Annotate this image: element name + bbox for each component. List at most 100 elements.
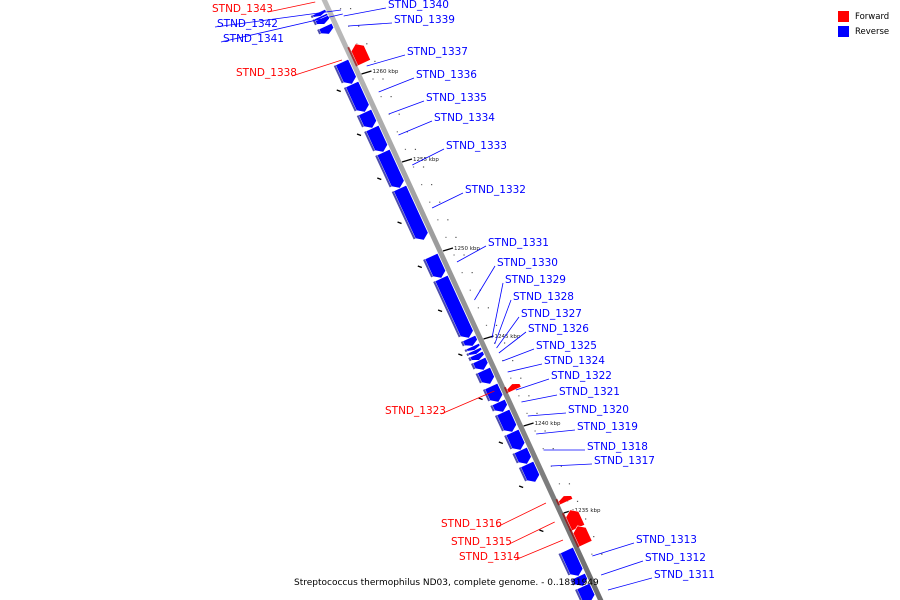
gene-label[interactable]: STND_1315	[451, 536, 512, 548]
scale-dot	[534, 430, 536, 432]
gene-label[interactable]: STND_1334	[434, 112, 495, 124]
gene-label[interactable]: STND_1326	[528, 323, 589, 335]
gene-label[interactable]: STND_1325	[536, 340, 597, 352]
gene-label[interactable]: STND_1320	[568, 404, 629, 416]
gene-arrow[interactable]	[424, 252, 448, 281]
gene-label[interactable]: STND_1327	[521, 308, 582, 320]
gene-arrow-shadow	[575, 589, 583, 600]
gene-label[interactable]: STND_1316	[441, 518, 502, 530]
gene-arrow[interactable]	[462, 334, 479, 349]
gene-arrow[interactable]	[571, 523, 593, 548]
gene-label[interactable]: STND_1332	[465, 184, 526, 196]
scale-dot	[591, 553, 593, 555]
gene-label[interactable]: STND_1321	[559, 386, 620, 398]
gene-arrow[interactable]	[559, 546, 585, 579]
scale-tick	[401, 158, 413, 163]
gene-arrow[interactable]	[365, 124, 390, 155]
scale-mark	[539, 529, 544, 533]
scale-dot	[593, 536, 595, 538]
gene-label[interactable]: STND_1343	[212, 3, 273, 15]
scale-dot	[469, 289, 471, 291]
scale-mark	[417, 265, 423, 269]
scale-dot	[471, 272, 473, 274]
gene-arrow[interactable]	[434, 274, 475, 341]
gene-arrow[interactable]	[484, 382, 505, 405]
gene-arrow-shadow	[470, 363, 476, 370]
scale-tick-label: 1250 kbp	[454, 246, 480, 252]
gene-arrow[interactable]	[576, 582, 597, 600]
gene-arrow[interactable]	[393, 184, 431, 243]
scale-mark	[498, 441, 504, 445]
gene-arrow[interactable]	[376, 148, 406, 191]
gene-label[interactable]: STND_1330	[497, 257, 558, 269]
gene-label[interactable]: STND_1336	[416, 69, 477, 81]
gene-label[interactable]: STND_1324	[544, 355, 605, 367]
gene-arrow[interactable]	[345, 80, 372, 115]
gene-leader-line	[521, 394, 558, 403]
gene-arrow[interactable]	[358, 108, 379, 131]
gene-label[interactable]: STND_1322	[551, 370, 612, 382]
scale-mark	[478, 397, 483, 401]
scale-dot	[585, 518, 587, 520]
gene-arrow-shadow	[490, 405, 495, 412]
gene-arrow[interactable]	[571, 572, 589, 589]
gene-label[interactable]: STND_1313	[636, 534, 697, 546]
gene-arrow[interactable]	[335, 58, 359, 87]
gene-label[interactable]: STND_1337	[407, 46, 468, 58]
gene-arrow[interactable]	[472, 356, 490, 373]
scale-dot	[439, 201, 441, 203]
gene-leader-line	[343, 7, 387, 17]
gene-arrow[interactable]	[513, 446, 533, 467]
scale-tick	[361, 70, 372, 75]
gene-leader-line	[607, 577, 653, 591]
scale-tick-label: 1240 kbp	[535, 421, 561, 427]
gene-arrow[interactable]	[318, 22, 335, 37]
gene-label[interactable]: STND_1335	[426, 92, 487, 104]
gene-arrow[interactable]	[467, 346, 483, 357]
gene-label[interactable]: STND_1331	[488, 237, 549, 249]
gene-label[interactable]: STND_1317	[594, 455, 655, 467]
gene-label[interactable]: STND_1318	[587, 441, 648, 453]
gene-label[interactable]: STND_1323	[385, 405, 446, 417]
gene-label[interactable]: STND_1314	[459, 551, 520, 563]
genome-backbone	[319, 0, 605, 600]
gene-label[interactable]: STND_1342	[217, 18, 278, 30]
gene-label[interactable]: STND_1341	[223, 33, 284, 45]
gene-leader-line	[267, 1, 316, 13]
gene-label[interactable]: STND_1338	[236, 67, 297, 79]
gene-arrow[interactable]	[505, 428, 527, 453]
gene-arrow[interactable]	[491, 398, 509, 415]
scale-dot	[487, 307, 489, 309]
scale-dot	[406, 131, 408, 133]
scale-dot	[463, 254, 465, 256]
gene-label[interactable]: STND_1340	[388, 0, 449, 11]
gene-label[interactable]: STND_1339	[394, 14, 455, 26]
gene-label[interactable]: STND_1311	[654, 569, 715, 581]
scale-mark	[518, 485, 524, 489]
gene-leader-line	[496, 316, 520, 349]
gene-arrow-shadow	[558, 553, 571, 576]
gene-arrow[interactable]	[520, 460, 542, 485]
gene-arrow[interactable]	[557, 493, 574, 506]
gene-arrow[interactable]	[496, 408, 519, 435]
gene-label[interactable]: STND_1312	[645, 552, 706, 564]
gene-arrow[interactable]	[477, 366, 496, 387]
gene-arrow[interactable]	[469, 350, 485, 363]
gene-leader-line	[502, 348, 535, 362]
gene-leader-line	[550, 463, 593, 467]
gene-arrow[interactable]	[465, 342, 481, 353]
gene-leader-line	[536, 429, 576, 435]
gene-arrow[interactable]	[506, 381, 522, 394]
scale-dot	[431, 184, 433, 186]
gene-leader-line	[491, 282, 504, 339]
gene-arrow-shadow	[512, 453, 519, 464]
gene-leader-line	[348, 22, 393, 27]
gene-label[interactable]: STND_1329	[505, 274, 566, 286]
scale-mark	[336, 89, 341, 93]
gene-label[interactable]: STND_1328	[513, 291, 574, 303]
gene-arrow-shadow	[423, 259, 433, 278]
gene-label[interactable]: STND_1333	[446, 140, 507, 152]
scale-dot	[445, 236, 447, 238]
gene-label[interactable]: STND_1319	[577, 421, 638, 433]
gene-arrow[interactable]	[349, 41, 371, 67]
